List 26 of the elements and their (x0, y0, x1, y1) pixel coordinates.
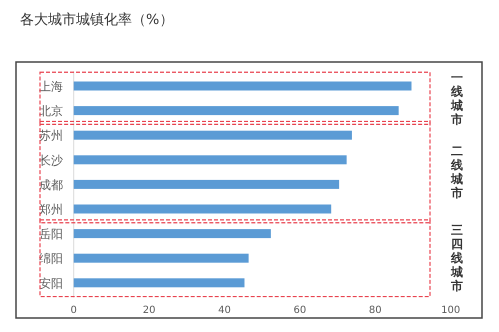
x-tick-label: 100 (441, 305, 460, 316)
x-tick-label: 80 (368, 305, 382, 316)
text: 二线城市 (450, 144, 463, 200)
x-tick-label: 60 (294, 305, 306, 316)
x-tick-label: 20 (142, 305, 156, 316)
y-tick-label: 郑州 (39, 202, 63, 216)
y-tick-label: 安阳 (39, 276, 63, 290)
bar (74, 254, 249, 263)
bar (74, 278, 244, 288)
text: 三四线城市 (450, 223, 463, 294)
y-tick-label: 长沙 (39, 153, 63, 168)
y-tick-label: 上海 (39, 80, 63, 94)
bar (74, 155, 347, 164)
x-tick-label: 40 (218, 305, 231, 316)
bar (74, 180, 340, 189)
x-tick-label: 0 (70, 305, 77, 316)
y-tick-label: 苏州 (39, 128, 63, 143)
bar (74, 130, 352, 140)
bar (74, 106, 399, 116)
text: 一线城市 (450, 70, 463, 126)
y-tick-label: 成都 (39, 178, 63, 192)
bar (74, 229, 271, 238)
chart-title: 各大城市城镇化率（%） (20, 12, 174, 28)
bar (74, 204, 332, 214)
bar (74, 82, 412, 90)
y-tick-label: 岳阳 (39, 227, 63, 242)
